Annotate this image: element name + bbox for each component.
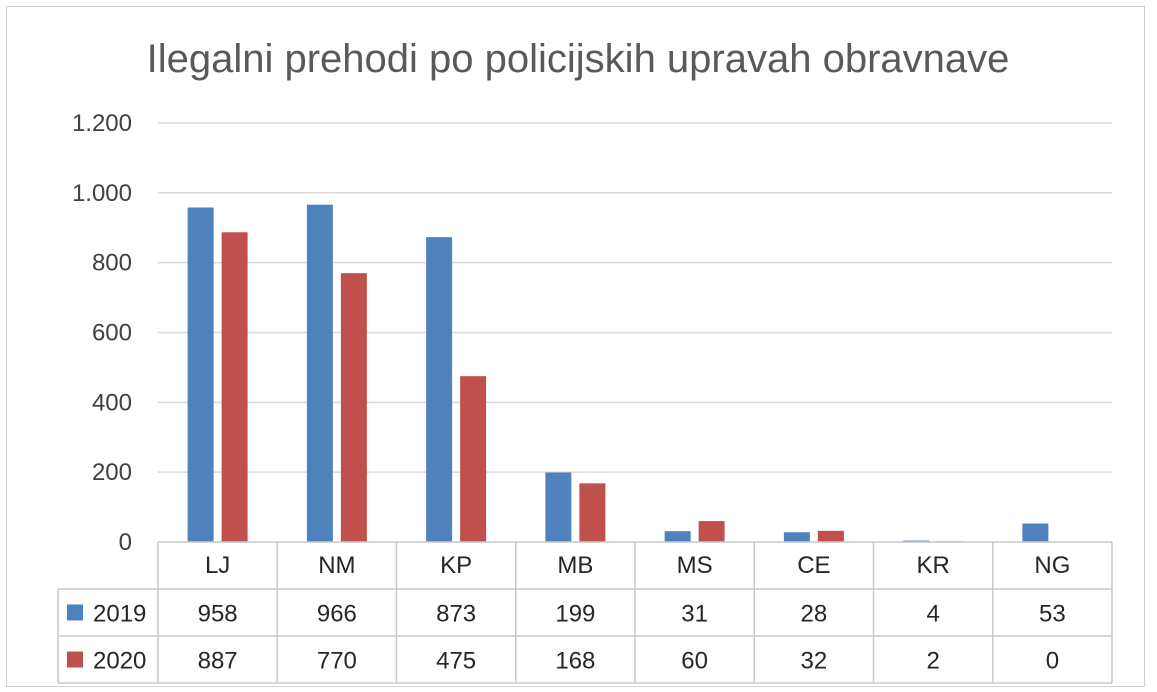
y-tick-label: 600 xyxy=(92,320,132,347)
data-label: 887 xyxy=(198,648,238,675)
y-tick-label: 0 xyxy=(119,529,132,556)
data-label: 873 xyxy=(436,601,476,628)
y-tick-label: 400 xyxy=(92,389,132,416)
bar-2020-LJ xyxy=(221,232,248,542)
y-tick-label: 800 xyxy=(92,250,132,277)
category-label: KP xyxy=(440,552,472,579)
data-label: 168 xyxy=(555,648,595,675)
bar-2019-KP xyxy=(426,237,453,543)
category-label: MS xyxy=(677,552,713,579)
data-label: 475 xyxy=(436,648,476,675)
y-axis: 0 200 400 600 800 1.000 1.200 xyxy=(72,110,132,556)
data-label: 966 xyxy=(317,601,357,628)
bar-2019-CE xyxy=(783,532,810,542)
legend-label: 2020 xyxy=(93,648,146,675)
gridlines xyxy=(158,122,1112,473)
data-label: 770 xyxy=(317,648,357,675)
legend-label: 2019 xyxy=(93,601,146,628)
legend-swatch-2020 xyxy=(67,651,83,668)
data-label: 0 xyxy=(1046,648,1059,675)
bar-2020-CE xyxy=(817,530,844,542)
category-label: NM xyxy=(318,552,355,579)
category-label: KR xyxy=(916,552,949,579)
bar-2019-MS xyxy=(664,531,691,542)
data-label: 32 xyxy=(801,648,828,675)
data-label: 60 xyxy=(681,648,708,675)
bar-2020-MS xyxy=(698,521,725,542)
data-label: 53 xyxy=(1039,601,1066,628)
category-label: NG xyxy=(1034,552,1070,579)
bars xyxy=(187,204,1049,543)
data-label: 28 xyxy=(801,601,828,628)
bar-2019-MB xyxy=(545,472,572,542)
data-label: 199 xyxy=(555,601,595,628)
bar-2020-NM xyxy=(340,273,367,542)
y-tick-label: 1.200 xyxy=(72,110,132,137)
data-label: 958 xyxy=(198,601,238,628)
chart-title: Ilegalni prehodi po policijskih upravah … xyxy=(147,37,1010,81)
category-label: CE xyxy=(797,552,830,579)
y-tick-label: 200 xyxy=(92,459,132,486)
data-label: 2 xyxy=(926,648,939,675)
bar-2020-KP xyxy=(460,376,487,542)
data-label: 31 xyxy=(681,601,708,628)
bar-2019-NG xyxy=(1022,523,1049,542)
legend-swatch-2019 xyxy=(67,604,83,621)
y-tick-label: 1.000 xyxy=(72,180,132,207)
bar-2019-LJ xyxy=(187,207,214,542)
bar-2019-NM xyxy=(306,204,333,542)
category-label: LJ xyxy=(205,552,230,579)
data-label: 4 xyxy=(926,601,939,628)
bar-2020-MB xyxy=(579,483,606,542)
category-label: MB xyxy=(557,552,593,579)
data-table: LJ NM KP MB MS CE KR NG 2019 958 966 873 199 31 28 4 53 2… xyxy=(57,541,1113,684)
